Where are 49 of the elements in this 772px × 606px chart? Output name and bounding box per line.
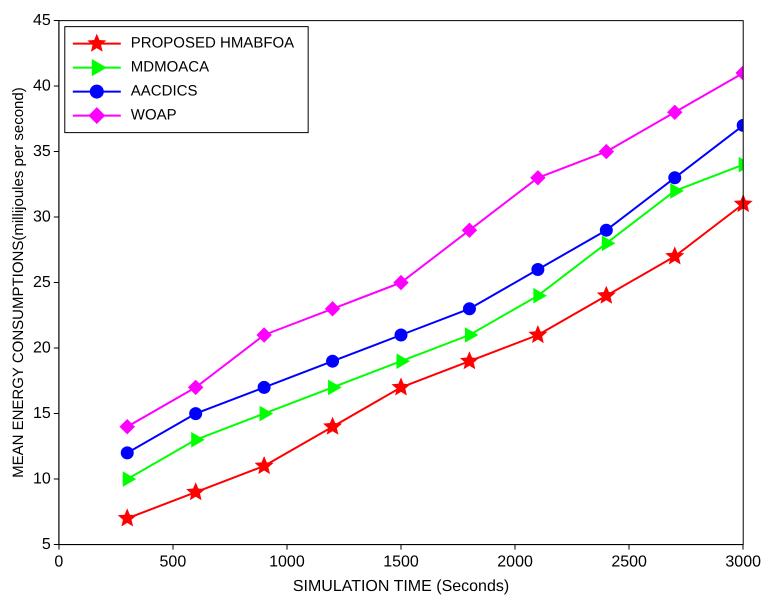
y-tick-label: 30: [33, 208, 51, 226]
y-tick-label: 35: [33, 143, 51, 160]
point: [460, 351, 479, 370]
point: [118, 508, 137, 526]
point: [258, 380, 271, 394]
x-tick-label: 2000: [497, 554, 533, 571]
legend-label: AACDICS: [130, 82, 198, 100]
y-tick-label: 10: [33, 470, 51, 488]
point: [391, 377, 411, 396]
point: [462, 302, 476, 316]
point: [326, 354, 340, 368]
point: [528, 325, 548, 344]
point: [394, 328, 408, 342]
point: [188, 380, 204, 395]
point: [186, 482, 206, 500]
y-tick-label: 25: [33, 274, 51, 292]
point: [394, 275, 408, 290]
y-tick-label: 20: [33, 340, 51, 357]
x-tick-label: 0: [54, 554, 64, 571]
y-tick-label: 40: [33, 78, 51, 95]
y-tick-label: 15: [33, 405, 51, 422]
x-tick-label: 1000: [269, 554, 305, 571]
x-tick-label: 3000: [725, 554, 762, 571]
x-tick-label: 500: [160, 554, 186, 571]
point: [189, 407, 202, 420]
y-axis-title: MEAN ENERGY CONSUMPTIONS(millijoules per second): [10, 87, 28, 478]
legend-label: MDMOACA: [130, 58, 210, 76]
x-tick-label: 2500: [611, 554, 648, 571]
point: [667, 104, 682, 120]
x-axis-title: SIMULATION TIME (Seconds): [292, 578, 510, 595]
point: [531, 263, 544, 276]
x-tick-label: 1500: [383, 554, 419, 571]
point: [256, 328, 272, 342]
point: [120, 419, 135, 434]
point: [254, 456, 274, 474]
point: [530, 170, 546, 186]
point: [325, 301, 340, 316]
point: [665, 246, 684, 264]
point: [668, 171, 682, 184]
point: [120, 446, 134, 460]
y-tick-label: 45: [33, 12, 51, 30]
point: [323, 416, 342, 435]
point: [596, 286, 616, 304]
point: [462, 222, 477, 238]
point: [600, 224, 613, 237]
legend-label: PROPOSED HMABFOA: [130, 34, 294, 52]
y-tick-label: 5: [42, 536, 51, 554]
point: [598, 144, 614, 160]
legend-label: WOAP: [130, 106, 177, 124]
